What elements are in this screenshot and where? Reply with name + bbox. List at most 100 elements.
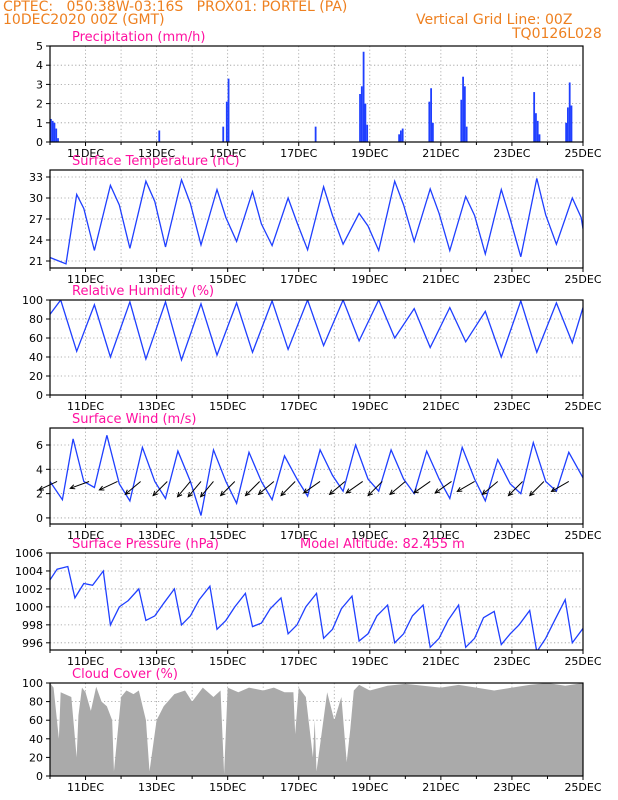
header-grid-note: Vertical Grid Line: 00Z	[416, 12, 573, 28]
precip-bar	[400, 130, 402, 142]
rh-xtick-label: 11DEC	[67, 400, 104, 413]
wind-xtick-label: 17DEC	[280, 529, 317, 542]
temp-xtick-label: 13DEC	[138, 273, 175, 286]
cloud-xtick-label: 17DEC	[280, 781, 317, 794]
press-ytick-label: 1006	[15, 547, 43, 560]
wind-arrow-head	[98, 485, 105, 491]
wind-arrow-shaft	[70, 480, 90, 489]
wind-arrow	[257, 481, 275, 496]
cloud-xtick-label: 23DEC	[493, 781, 530, 794]
press-panel: 996 998 1000 1002 1004 1006 11DEC 13DEC 15DEC 17D…	[15, 537, 602, 668]
wind-ytick-label: 2	[36, 488, 43, 501]
cloud-ytick-label: 60	[29, 714, 43, 727]
precip-bar	[364, 103, 367, 142]
wind-xtick-label: 23DEC	[493, 529, 530, 542]
rh-series-line	[50, 300, 583, 363]
press-xtick-label: 17DEC	[280, 655, 317, 668]
wind-arrow-head	[550, 487, 557, 493]
cloud-ytick-label: 100	[22, 677, 43, 690]
wind-xtick-label: 19DEC	[351, 529, 388, 542]
rh-xtick-label: 15DEC	[209, 400, 246, 413]
cloud-xtick-label: 11DEC	[67, 781, 104, 794]
temp-title: Surface Temperature (nC)	[72, 154, 240, 169]
precip-xtick-label: 15DEC	[209, 147, 246, 160]
wind-arrow	[412, 481, 431, 494]
wind-arrow	[456, 481, 475, 493]
wind-arrow-head	[219, 490, 226, 497]
wind-title: Surface Wind (m/s)	[72, 412, 196, 427]
rh-xtick-label: 23DEC	[493, 400, 530, 413]
temp-xtick-label: 23DEC	[493, 273, 530, 286]
cloud-ytick-label: 0	[36, 770, 43, 783]
cloud-xtick-label: 15DEC	[209, 781, 246, 794]
precip-bar	[462, 76, 464, 142]
press-annotation: Model Altitude: 82.455 m	[300, 537, 465, 552]
precip-bar	[536, 120, 539, 142]
press-ytick-label: 998	[22, 619, 43, 632]
wind-arrow-head	[37, 485, 44, 491]
wind-arrow-shaft	[38, 481, 58, 491]
wind-arrow	[302, 481, 321, 494]
rh-ytick-label: 80	[29, 313, 43, 326]
temp-ytick-label: 33	[29, 171, 43, 184]
precip-title: Precipitation (mm/h)	[72, 30, 205, 45]
wind-arrow-head	[302, 488, 309, 494]
wind-arrow-shaft	[200, 481, 214, 498]
precip-bar	[57, 138, 59, 142]
precip-xtick-label: 23DEC	[493, 147, 530, 160]
press-title: Surface Pressure (hPa)	[72, 537, 219, 552]
header-date-line: 10DEC2020 00Z (GMT)	[3, 12, 165, 28]
press-ytick-label: 1002	[15, 583, 43, 596]
wind-arrow	[434, 481, 452, 494]
wind-arrow-head	[481, 489, 488, 496]
precip-bar	[565, 122, 568, 142]
wind-arrow	[199, 481, 214, 498]
wind-ytick-label: 6	[36, 439, 43, 452]
wind-xtick-label: 15DEC	[209, 529, 246, 542]
wind-arrow-shaft	[508, 481, 523, 496]
press-series-line	[50, 565, 583, 650]
wind-arrow-shaft	[434, 481, 452, 494]
rh-xtick-label: 19DEC	[351, 400, 388, 413]
precip-bar	[568, 82, 571, 142]
temp-xtick-label: 11DEC	[67, 273, 104, 286]
rh-xtick-label: 21DEC	[422, 400, 459, 413]
precip-bar	[359, 94, 361, 142]
wind-arrow-head	[187, 491, 193, 498]
header-station-line: CPTEC: 050:38W-03:16S PROX01: PORTEL (PA…	[3, 0, 348, 15]
wind-arrow	[328, 481, 346, 496]
wind-arrow-head	[412, 488, 419, 494]
precip-bar	[567, 107, 569, 142]
precip-xtick-label: 17DEC	[280, 147, 317, 160]
wind-arrow-head	[69, 484, 76, 490]
rh-ytick-label: 0	[36, 389, 43, 402]
wind-arrow-shaft	[220, 481, 236, 496]
wind-arrow-shaft	[413, 481, 431, 494]
wind-arrow-head	[152, 490, 159, 497]
precip-bar	[314, 126, 317, 142]
precip-bar	[366, 124, 369, 142]
press-xtick-label: 11DEC	[67, 655, 104, 668]
wind-arrow-head	[434, 488, 441, 494]
precip-bar	[53, 122, 56, 142]
cloud-title: Cloud Cover (%)	[72, 667, 178, 682]
cloud-panel: 0 20 40 60 80 100 11DEC 13DEC 15DEC 17DEC 19DEC 21D…	[22, 667, 602, 794]
cloud-xtick-label: 25DEC	[564, 781, 601, 794]
wind-arrow-shaft	[303, 481, 321, 494]
wind-arrow	[176, 481, 191, 498]
wind-arrow	[219, 481, 236, 497]
precip-bar	[428, 101, 431, 142]
wind-ytick-label: 4	[36, 463, 43, 476]
cloud-ytick-label: 40	[29, 733, 43, 746]
temp-ytick-label: 27	[29, 213, 43, 226]
wind-arrow-shaft	[367, 481, 383, 496]
press-frame	[49, 552, 584, 651]
wind-ytick-label: 0	[36, 512, 43, 525]
precip-bar	[227, 78, 230, 142]
press-xtick-label: 21DEC	[422, 655, 459, 668]
wind-arrow-head	[507, 490, 514, 497]
wind-arrow-shaft	[529, 481, 545, 496]
wind-arrow-shaft	[329, 481, 346, 495]
temp-xtick-label: 15DEC	[209, 273, 246, 286]
cloud-area	[50, 683, 583, 776]
